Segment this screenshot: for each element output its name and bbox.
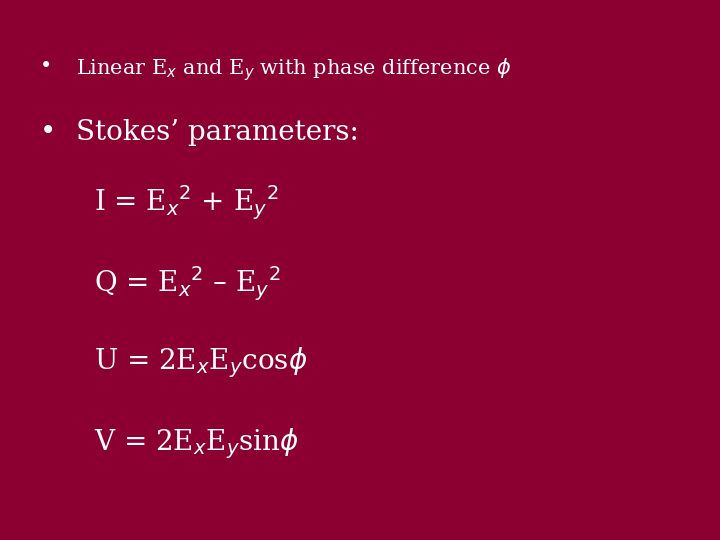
Text: V = 2E$_x$E$_y$sin$\phi$: V = 2E$_x$E$_y$sin$\phi$ bbox=[94, 427, 299, 461]
Text: Linear E$_x$ and E$_y$ with phase difference $\phi$: Linear E$_x$ and E$_y$ with phase differ… bbox=[76, 57, 511, 84]
Text: Stokes’ parameters:: Stokes’ parameters: bbox=[76, 119, 359, 146]
Text: U = 2E$_x$E$_y$cos$\phi$: U = 2E$_x$E$_y$cos$\phi$ bbox=[94, 346, 307, 380]
Text: •: • bbox=[40, 57, 52, 76]
Text: Q = E$_x$$^2$ – E$_y$$^2$: Q = E$_x$$^2$ – E$_y$$^2$ bbox=[94, 265, 281, 303]
Text: •: • bbox=[40, 119, 56, 146]
Text: I = E$_x$$^2$ + E$_y$$^2$: I = E$_x$$^2$ + E$_y$$^2$ bbox=[94, 184, 278, 222]
